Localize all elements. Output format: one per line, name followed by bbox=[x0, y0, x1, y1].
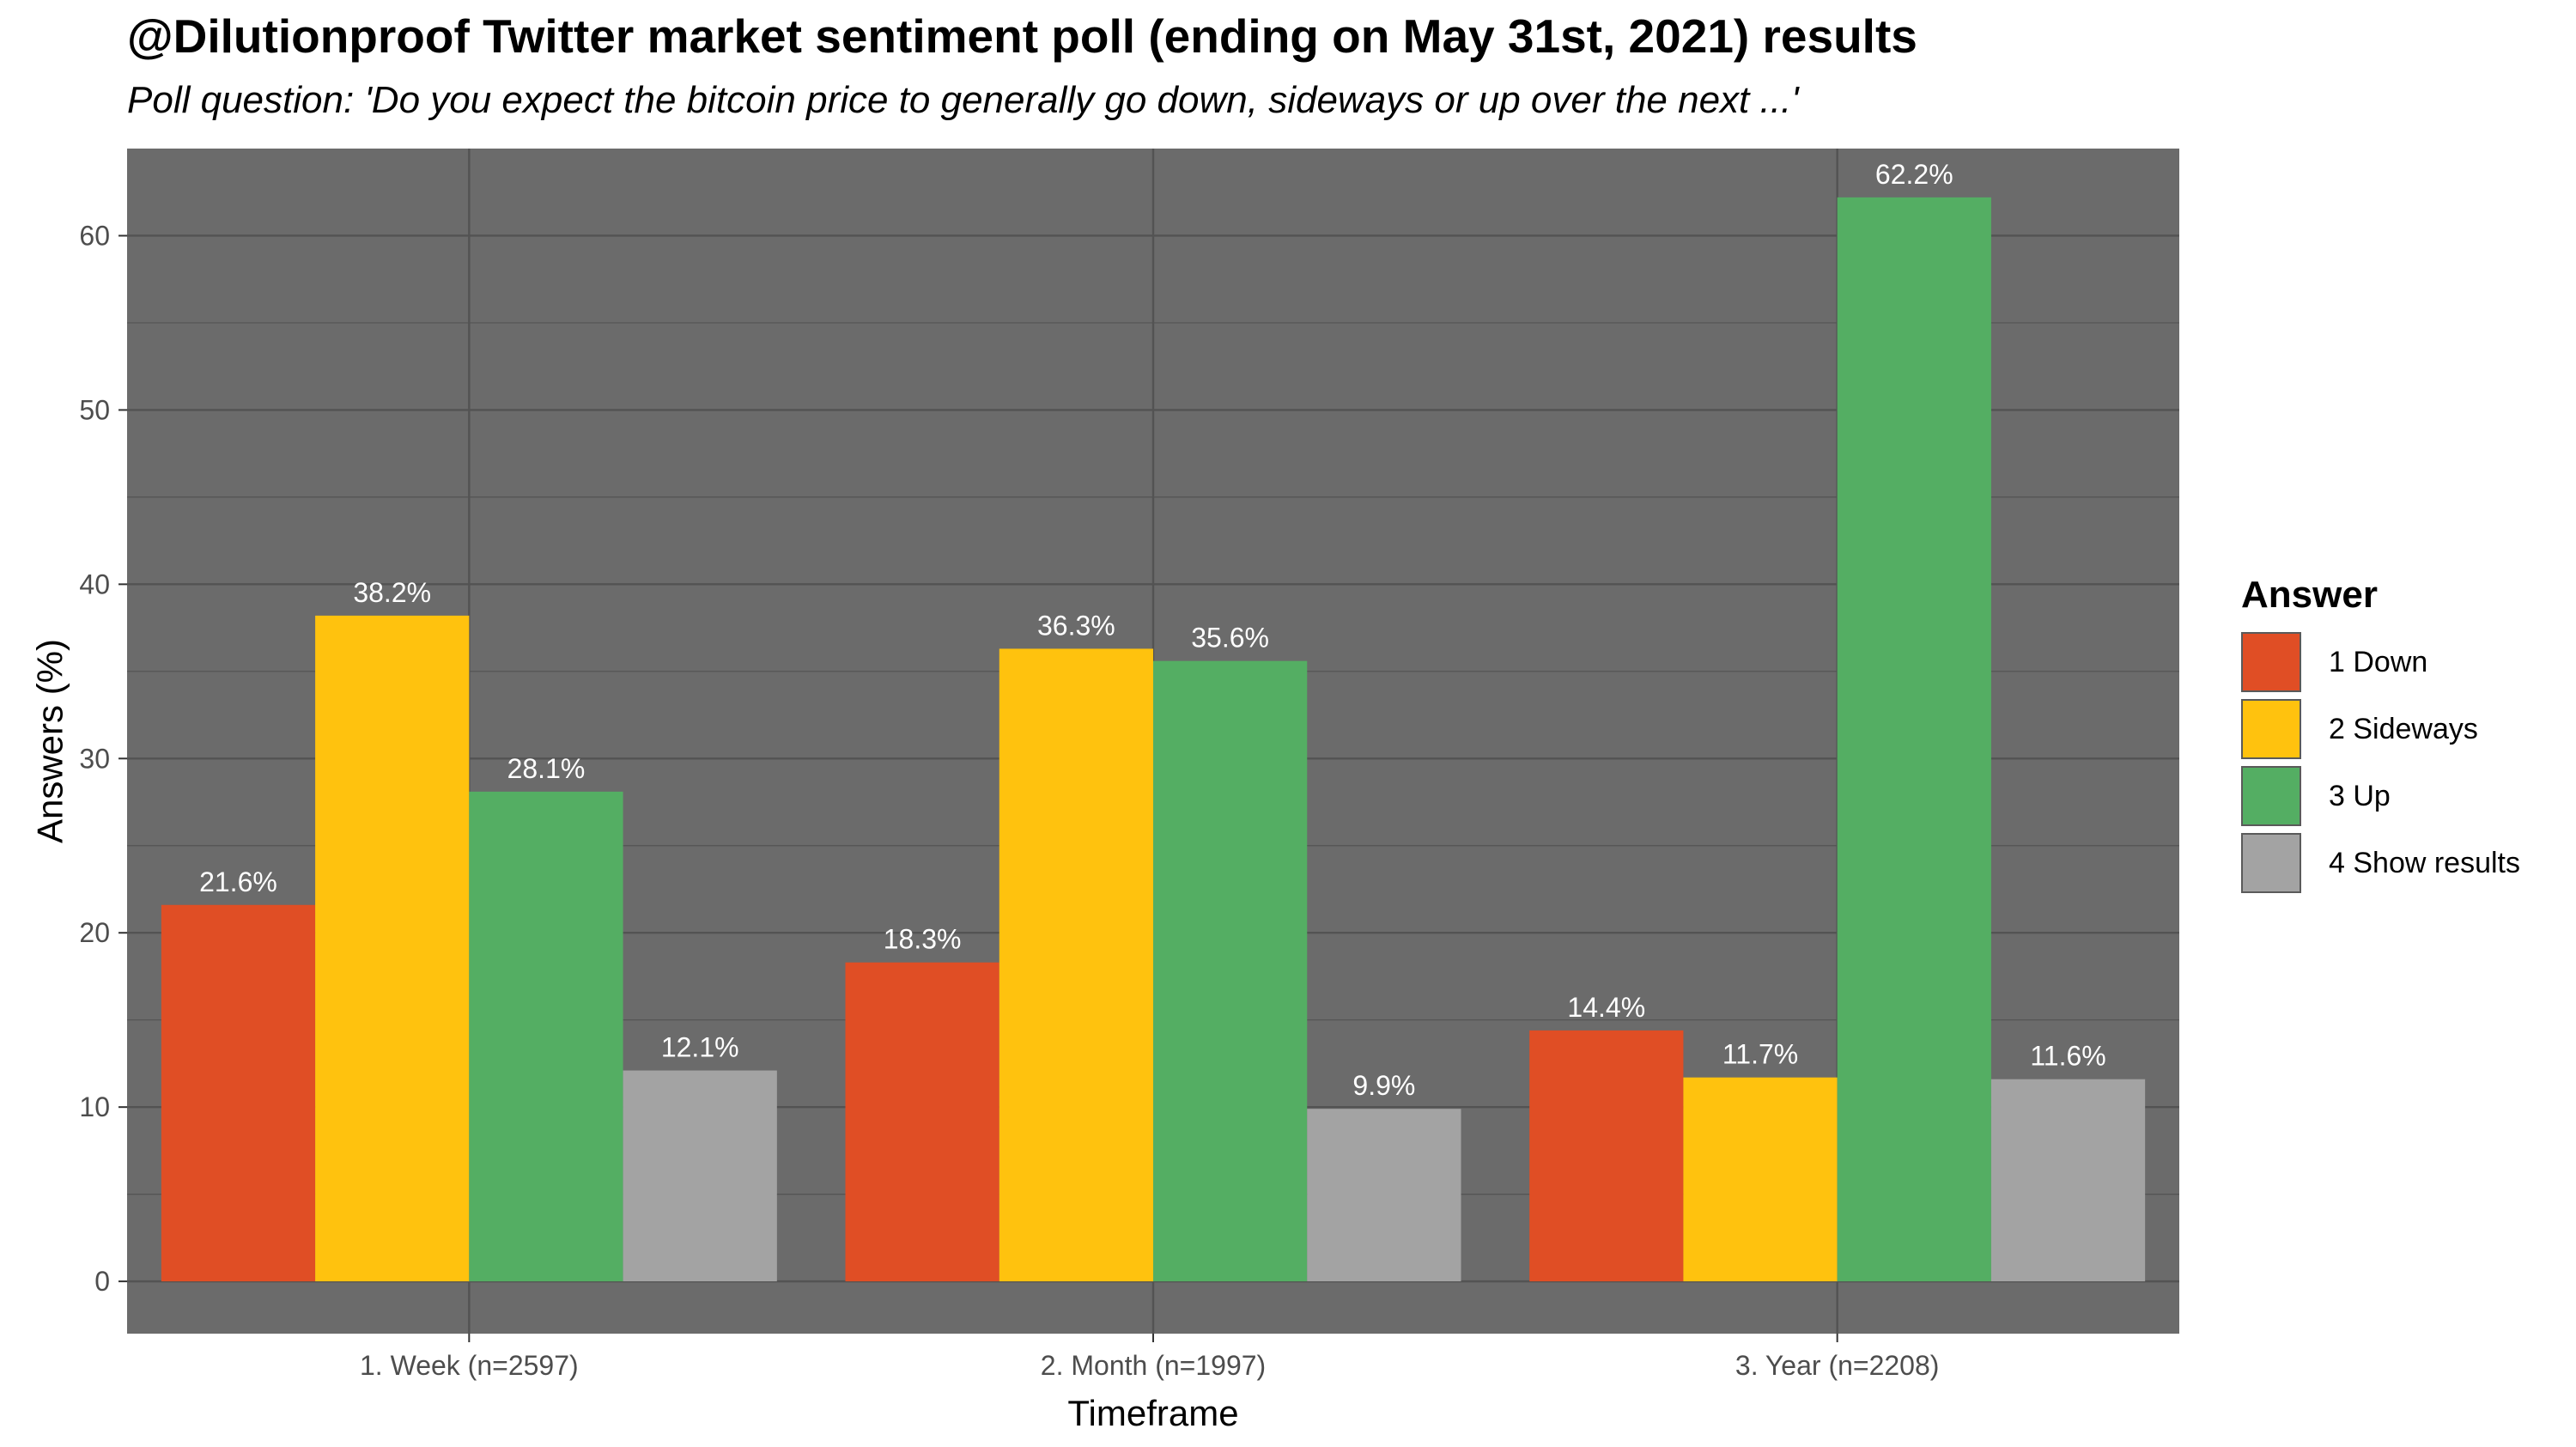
legend-title: Answer bbox=[2241, 574, 2378, 616]
bar bbox=[1683, 1077, 1838, 1282]
bar bbox=[315, 615, 470, 1282]
bar bbox=[161, 904, 316, 1282]
bar bbox=[1307, 1109, 1461, 1282]
chart-subtitle: Poll question: 'Do you expect the bitcoi… bbox=[127, 79, 1799, 121]
legend-swatch bbox=[2241, 632, 2301, 692]
chart-title: @Dilutionproof Twitter market sentiment … bbox=[127, 9, 1917, 63]
legend-label: 3 Up bbox=[2329, 779, 2391, 812]
y-axis-title: Answers (%) bbox=[30, 639, 70, 843]
bar bbox=[1529, 1030, 1684, 1282]
bar-value-label: 21.6% bbox=[199, 866, 277, 897]
y-tick-label: 0 bbox=[94, 1266, 110, 1297]
bar-value-label: 11.6% bbox=[2030, 1041, 2105, 1072]
x-tick-label: 1. Week (n=2597) bbox=[360, 1350, 579, 1381]
y-tick-label: 20 bbox=[79, 917, 110, 948]
x-tick-label: 3. Year (n=2208) bbox=[1735, 1350, 1940, 1381]
legend-item: 3 Up bbox=[2241, 763, 2520, 830]
bar-value-label: 14.4% bbox=[1567, 992, 1645, 1023]
bar bbox=[1990, 1079, 2146, 1282]
bar-value-label: 35.6% bbox=[1191, 623, 1269, 654]
x-tick-label: 2. Month (n=1997) bbox=[1041, 1350, 1266, 1381]
x-axis: 1. Week (n=2597) 2. Month (n=1997) 3. Year… bbox=[360, 1334, 1939, 1381]
legend-swatch bbox=[2241, 833, 2301, 893]
bar-value-label: 38.2% bbox=[353, 577, 431, 608]
y-tick-label: 60 bbox=[79, 220, 110, 251]
y-tick-label: 40 bbox=[79, 568, 110, 599]
bars bbox=[161, 197, 2146, 1282]
legend-item: 2 Sideways bbox=[2241, 696, 2520, 763]
bar-value-label: 36.3% bbox=[1037, 610, 1115, 641]
legend-label: 4 Show results bbox=[2329, 846, 2520, 879]
bar-value-label: 11.7% bbox=[1722, 1039, 1798, 1070]
bar-value-label: 9.9% bbox=[1352, 1070, 1415, 1101]
legend-swatch bbox=[2241, 699, 2301, 759]
bar bbox=[623, 1070, 777, 1282]
legend-label: 2 Sideways bbox=[2329, 712, 2478, 745]
y-tick-label: 50 bbox=[79, 394, 110, 425]
bar bbox=[1153, 660, 1308, 1282]
y-axis: 0 10 20 30 40 50 60 bbox=[79, 220, 127, 1297]
legend-item: 4 Show results bbox=[2241, 830, 2520, 897]
bar bbox=[1837, 197, 1991, 1282]
bar bbox=[999, 648, 1153, 1282]
bar-value-label: 62.2% bbox=[1875, 159, 1953, 190]
x-axis-title: Timeframe bbox=[1067, 1393, 1238, 1433]
bar bbox=[469, 791, 623, 1282]
y-tick-label: 30 bbox=[79, 743, 110, 774]
legend-swatch bbox=[2241, 766, 2301, 826]
legend-label: 1 Down bbox=[2329, 645, 2428, 678]
legend-item: 1 Down bbox=[2241, 629, 2520, 696]
bar bbox=[845, 962, 999, 1282]
bar-labels: 21.6% 18.3% 14.4% 38.2% 36.3% 11.7% 28.1% 35.6%… bbox=[199, 159, 2106, 1101]
bar-value-label: 28.1% bbox=[507, 753, 586, 784]
bar-value-label: 18.3% bbox=[884, 924, 962, 955]
bar-value-label: 12.1% bbox=[661, 1032, 739, 1063]
y-tick-label: 10 bbox=[79, 1091, 110, 1122]
legend: Answer 1 Down 2 Sideways 3 Up 4 Show result… bbox=[2241, 574, 2520, 897]
